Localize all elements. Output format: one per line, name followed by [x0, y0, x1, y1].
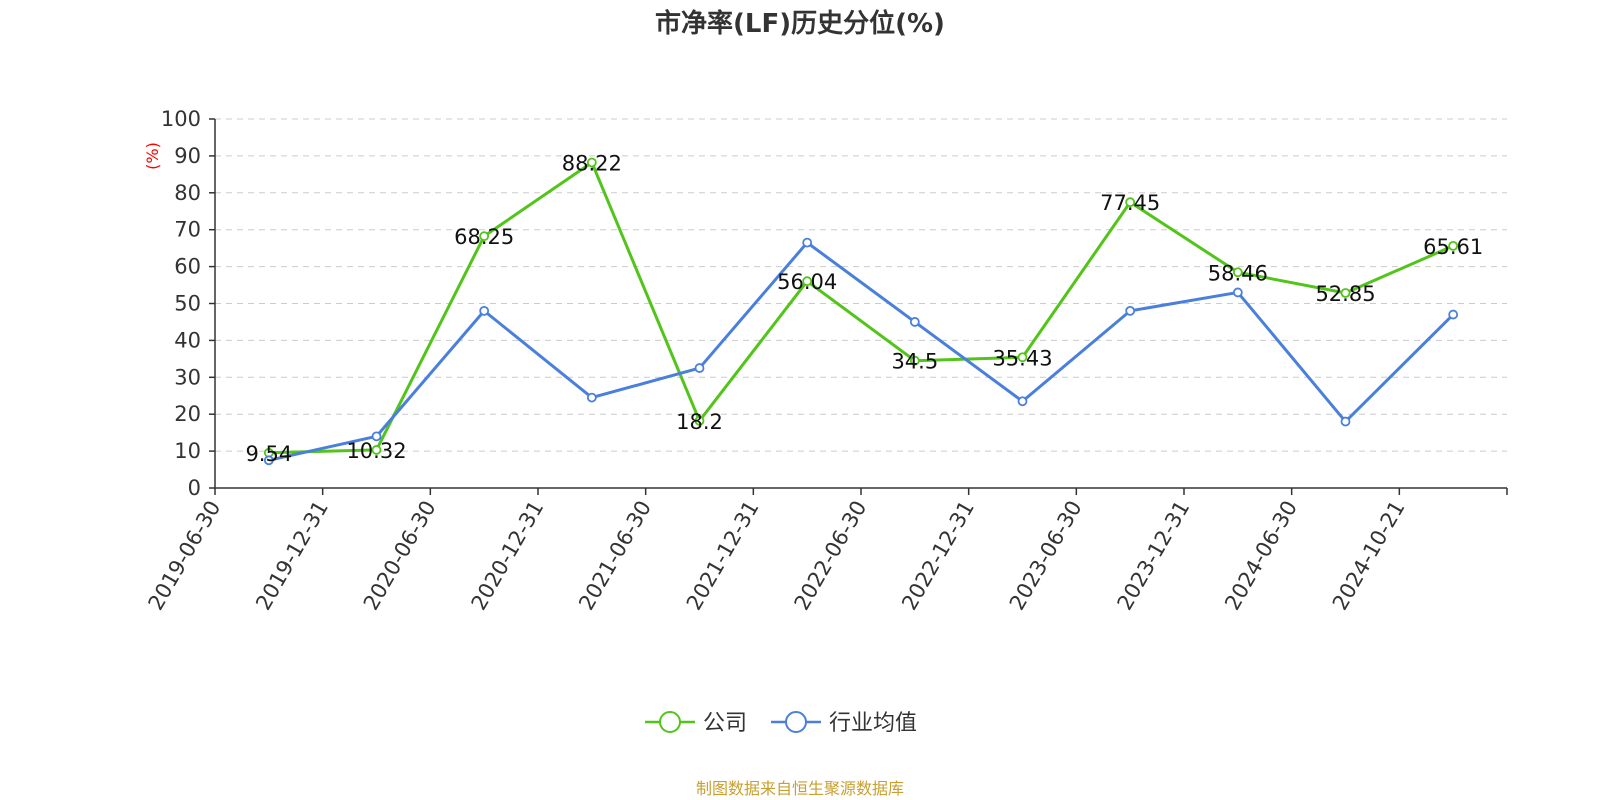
data-point[interactable]	[371, 431, 382, 442]
data-point[interactable]	[586, 392, 597, 403]
data-point[interactable]	[1232, 267, 1243, 278]
legend: 公司 行业均值	[645, 711, 917, 736]
data-point[interactable]	[802, 237, 813, 248]
legend-item-0[interactable]: 公司	[645, 711, 747, 736]
x-tick-label: 2021-12-31	[682, 497, 764, 615]
data-label: 10.32	[346, 439, 406, 463]
data-label: 18.2	[676, 410, 723, 434]
y-tick-label: 30	[174, 365, 201, 389]
grid-lines	[215, 118, 1507, 452]
y-tick-label: 40	[174, 328, 201, 352]
data-label: 56.04	[777, 270, 837, 294]
data-point[interactable]	[1125, 197, 1136, 208]
legend-label: 行业均值	[829, 711, 917, 736]
data-point[interactable]	[1340, 416, 1351, 427]
data-point[interactable]	[586, 157, 597, 168]
data-point[interactable]	[1017, 352, 1028, 363]
x-tick-label: 2023-12-31	[1113, 497, 1195, 615]
data-point[interactable]	[694, 363, 705, 373]
series-0	[263, 157, 1459, 458]
data-label: 9.54	[245, 442, 292, 466]
y-tick-label: 80	[174, 181, 201, 205]
x-tick-label: 2022-12-31	[897, 497, 979, 615]
chart-title: 市净率(LF)历史分位(%)	[655, 8, 945, 39]
data-label: 77.45	[1100, 191, 1160, 215]
data-label: 65.61	[1423, 235, 1483, 259]
data-point[interactable]	[909, 355, 920, 366]
y-tick-label: 100	[161, 107, 201, 131]
source-note: 制图数据来自恒生聚源数据库	[696, 779, 904, 798]
y-tick-label: 20	[174, 402, 201, 426]
data-point[interactable]	[1340, 288, 1351, 298]
x-tick-labels: 2019-06-30 2019-12-31 2020-06-30 2020-12-31…	[144, 497, 1410, 615]
y-tick-labels: 0 10 20 30 40 50 60 70 80 90 100	[161, 107, 201, 500]
data-point[interactable]	[909, 317, 920, 327]
x-tick-label: 2024-10-21	[1328, 497, 1410, 615]
x-tick-label: 2019-12-31	[251, 497, 333, 615]
data-point[interactable]	[479, 305, 490, 316]
series-1	[263, 237, 1459, 466]
series-line	[268, 241, 1455, 462]
y-tick-label: 50	[174, 292, 201, 316]
data-point[interactable]	[1017, 396, 1028, 407]
y-tick-label: 90	[174, 144, 201, 168]
data-point[interactable]	[263, 455, 274, 466]
legend-item-1[interactable]: 行业均值	[771, 711, 917, 736]
data-point[interactable]	[1448, 309, 1459, 320]
axes	[209, 118, 1508, 495]
series-lines	[263, 157, 1459, 466]
y-tick-label: 70	[174, 218, 201, 242]
data-labels: 9.54 10.32 68.25 88.22 18.2 56.04 34.5 35.43 77.…	[245, 151, 1483, 465]
data-point[interactable]	[694, 415, 705, 426]
x-tick-label: 2023-06-30	[1005, 497, 1087, 615]
data-label: 88.22	[562, 151, 622, 175]
x-tick-label: 2021-06-30	[574, 497, 656, 615]
data-point[interactable]	[1125, 305, 1136, 316]
data-point[interactable]	[1448, 240, 1459, 251]
x-tick-label: 2020-06-30	[359, 497, 441, 615]
data-label: 52.85	[1315, 282, 1375, 306]
data-label: 68.25	[454, 225, 514, 249]
y-tick-label: 0	[188, 476, 201, 500]
legend-marker	[785, 711, 807, 733]
data-point[interactable]	[802, 276, 813, 287]
y-axis-label: (%)	[143, 142, 162, 170]
legend-label: 公司	[703, 711, 747, 736]
legend-marker	[659, 711, 681, 733]
data-label: 58.46	[1208, 261, 1268, 285]
y-tick-label: 10	[174, 439, 201, 463]
x-tick-label: 2022-06-30	[790, 497, 872, 615]
x-tick-label: 2024-06-30	[1220, 497, 1302, 615]
data-label: 34.5	[891, 350, 938, 374]
data-point[interactable]	[1232, 287, 1243, 298]
data-point[interactable]	[479, 231, 490, 242]
data-point[interactable]	[371, 445, 382, 455]
y-tick-label: 60	[174, 255, 201, 279]
x-tick-label: 2020-12-31	[467, 497, 549, 615]
series-line	[268, 160, 1454, 455]
data-label: 35.43	[992, 346, 1052, 370]
x-tick-label: 2019-06-30	[144, 497, 226, 615]
